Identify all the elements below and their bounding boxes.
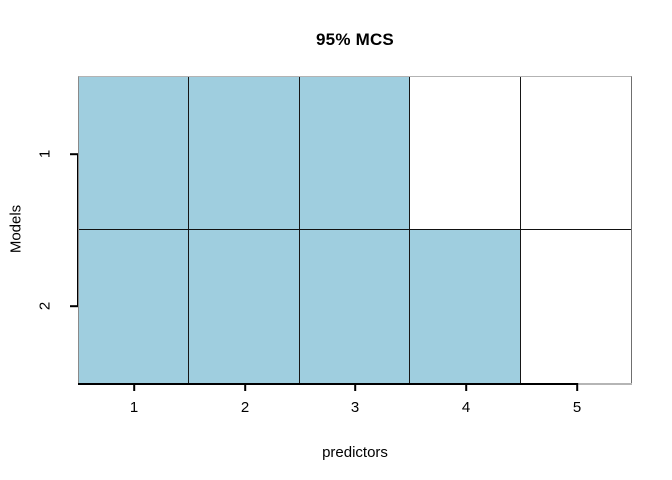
x-axis-title: predictors (322, 444, 388, 461)
y-tick-label: 1 (36, 149, 54, 159)
x-tick-label: 4 (461, 399, 471, 416)
y-axis-line (76, 154, 79, 306)
x-tick-mark (244, 383, 246, 391)
x-tick-mark (576, 383, 578, 391)
grid-cell (79, 230, 190, 383)
grid-cell (520, 77, 631, 230)
grid-cell (410, 77, 521, 230)
y-tick-label: 2 (36, 301, 54, 311)
y-axis-title: Models (7, 204, 25, 254)
grid-cell (189, 77, 300, 230)
chart-title: 95% MCS (316, 30, 394, 49)
x-tick-mark (133, 383, 135, 391)
grid-cell (520, 230, 631, 383)
x-tick-label: 1 (129, 399, 139, 416)
x-tick-label: 3 (350, 399, 360, 416)
x-tick-label: 2 (240, 399, 250, 416)
mcs-plot-area (78, 76, 632, 383)
y-tick-mark (70, 153, 78, 155)
grid-cell (299, 77, 411, 230)
grid-cell (189, 230, 300, 383)
grid-cell (410, 230, 521, 383)
grid-cell (79, 77, 190, 230)
x-tick-mark (354, 383, 356, 391)
y-tick-mark (70, 305, 78, 307)
x-tick-label: 5 (572, 399, 582, 416)
grid-cell (299, 230, 411, 383)
x-tick-mark (465, 383, 467, 391)
